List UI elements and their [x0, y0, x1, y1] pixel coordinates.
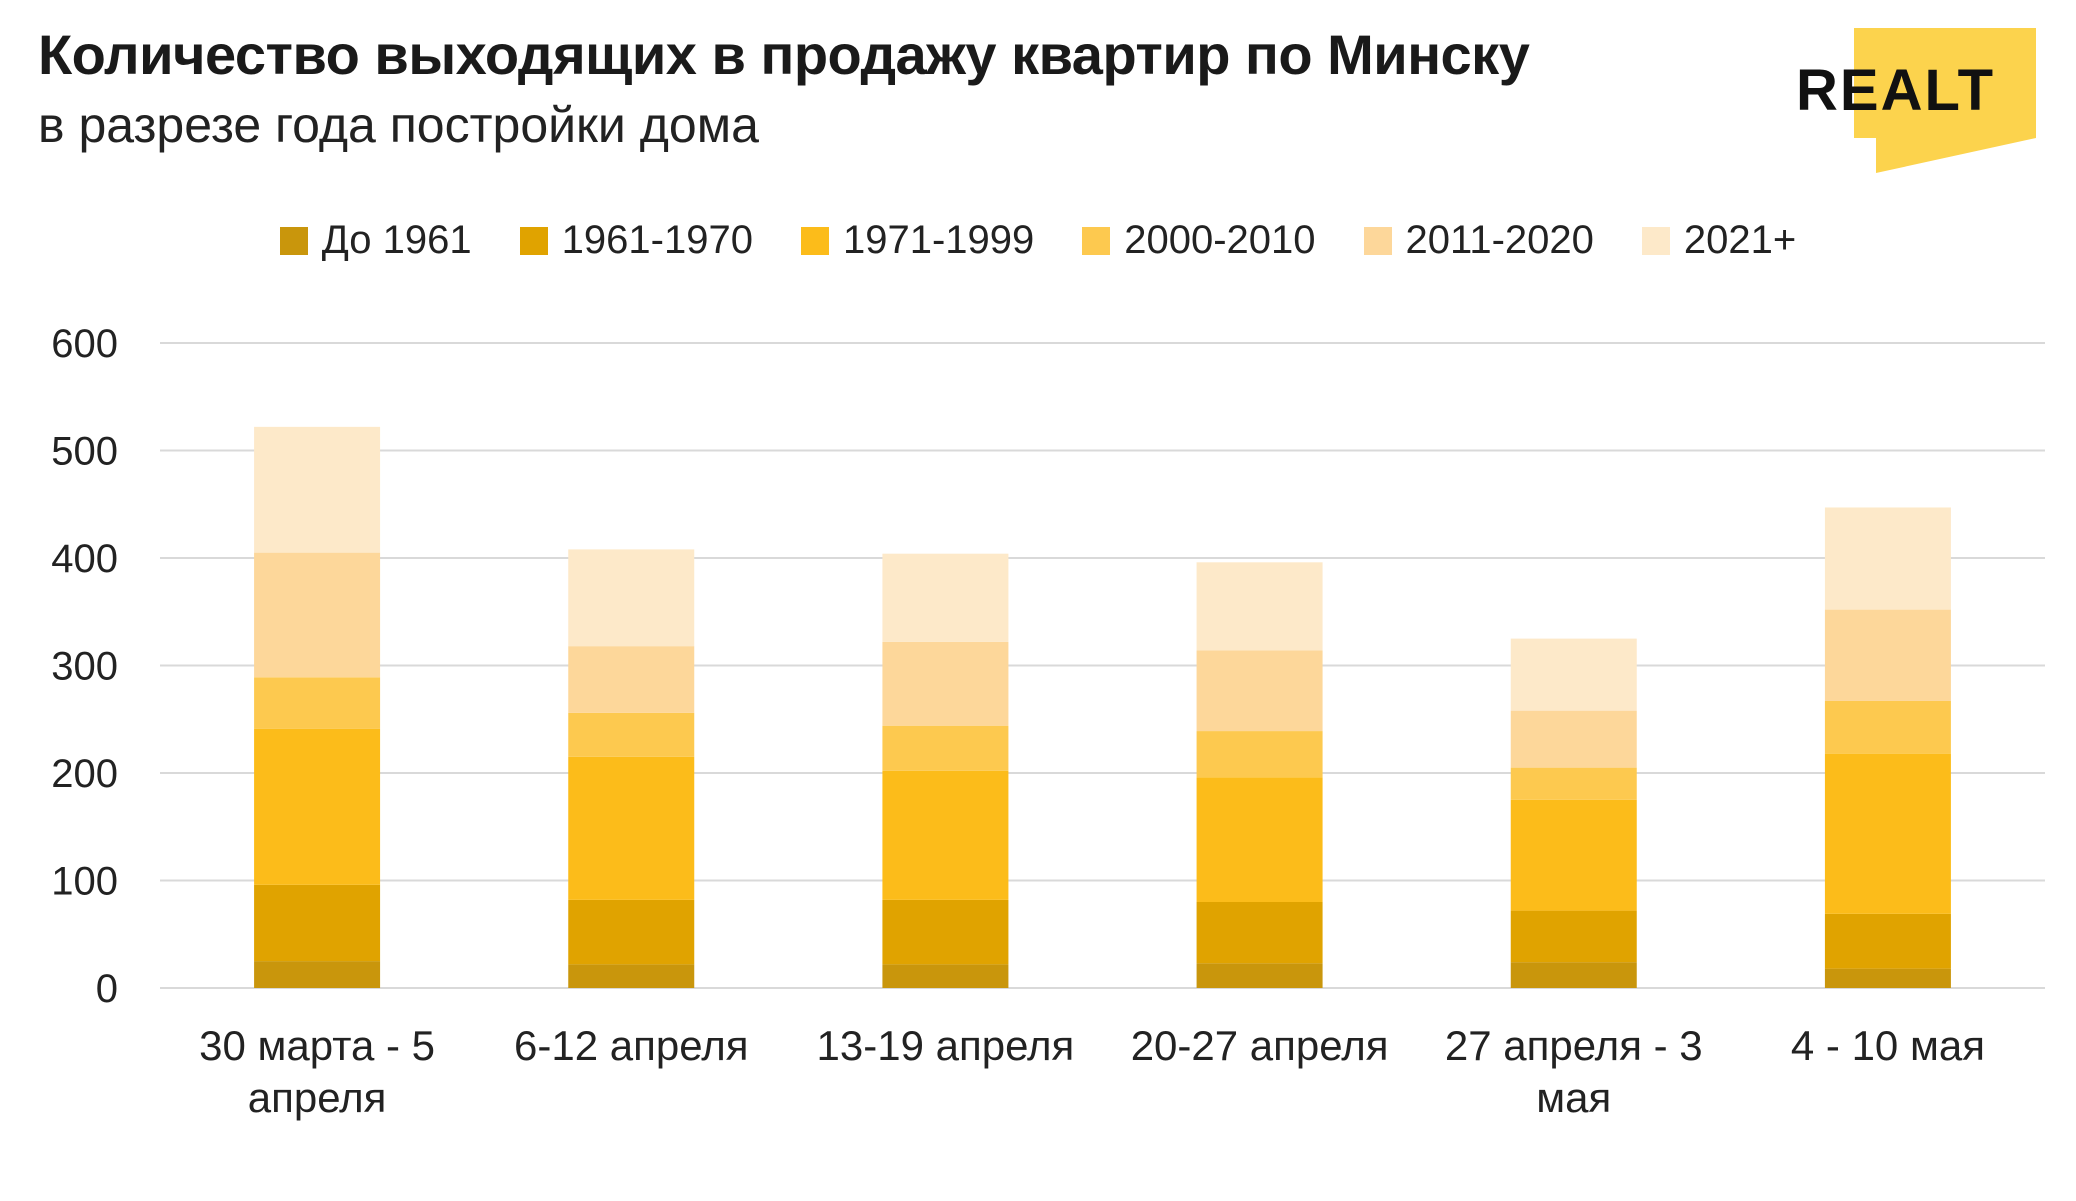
- x-tick-label: 20-27 апреля: [1131, 1022, 1389, 1069]
- y-tick-label: 100: [51, 860, 118, 904]
- bar-segment: [1824, 700, 1951, 754]
- bar-segment: [1824, 968, 1951, 988]
- bar-segment: [1510, 799, 1637, 911]
- logo-text: REALT: [1796, 58, 1995, 123]
- legend-label: До 1961: [321, 218, 472, 262]
- x-tick-label: 13-19 апреля: [817, 1022, 1075, 1069]
- bar-segment: [1510, 962, 1637, 988]
- legend-item: 2000-2010: [1082, 218, 1316, 263]
- y-tick-label: 500: [51, 430, 118, 474]
- legend-item: 1961-1970: [519, 218, 753, 263]
- bar-segment: [1196, 963, 1323, 988]
- bar-segment: [568, 756, 695, 900]
- chart-title: Количество выходящих в продажу квартир п…: [38, 23, 1530, 86]
- bar-segment: [568, 899, 695, 965]
- y-tick-label: 600: [51, 322, 118, 366]
- legend-swatch: [1082, 226, 1111, 255]
- chart-legend: До 1961 1961-1970 1971-1999 2000-2010 2011-2…: [0, 218, 2076, 263]
- x-tick-label: мая: [1536, 1074, 1611, 1121]
- bar-segment: [1196, 731, 1323, 778]
- x-tick-label: 6-12 апреля: [514, 1022, 748, 1069]
- bar-segment: [568, 712, 695, 757]
- chart-subtitle: в разрезе года постройки дома: [38, 97, 759, 153]
- bar-segment: [1196, 777, 1323, 902]
- bar-segment: [1196, 650, 1323, 732]
- bar-segment: [1196, 902, 1323, 964]
- legend-item: 1971-1999: [800, 218, 1035, 263]
- x-tick-label: 27 апреля - 3: [1445, 1022, 1703, 1069]
- bar-segment: [254, 552, 381, 678]
- legend-item: 2021+: [1641, 218, 1797, 263]
- bar-segment: [1824, 913, 1951, 969]
- bar-segment: [882, 964, 1009, 988]
- bar-segment: [568, 964, 695, 988]
- bar-segment: [254, 426, 381, 553]
- bar-segment: [882, 725, 1009, 771]
- legend-swatch: [279, 226, 308, 255]
- bar-segment: [254, 961, 381, 988]
- bar-segment: [568, 646, 695, 713]
- bar-segment: [1510, 910, 1637, 963]
- bar-segment: [254, 677, 381, 729]
- bar-segment: [882, 553, 1009, 642]
- bar-segment: [1196, 562, 1323, 651]
- y-tick-label: 0: [96, 967, 118, 1011]
- bar-segment: [882, 770, 1009, 900]
- bar-segment: [882, 641, 1009, 726]
- legend-item: 2011-2020: [1363, 218, 1594, 263]
- legend-swatch: [1641, 226, 1670, 255]
- legend-label: 2011-2020: [1405, 218, 1594, 262]
- bar-segment: [254, 728, 381, 885]
- legend-label: 1971-1999: [842, 218, 1035, 262]
- legend-label: 1961-1970: [561, 218, 753, 262]
- legend-swatch: [1363, 226, 1392, 255]
- legend-label: 2000-2010: [1124, 218, 1316, 262]
- realt-logo: REALT: [1796, 28, 2036, 173]
- y-tick-label: 200: [51, 752, 118, 796]
- legend-swatch: [519, 226, 548, 255]
- x-tick-label: 4 - 10 мая: [1791, 1022, 1985, 1069]
- bar-segment: [1824, 609, 1951, 701]
- legend-item: До 1961: [279, 218, 472, 263]
- bar-segment: [1510, 767, 1637, 800]
- y-tick-label: 400: [51, 537, 118, 581]
- x-tick-label: 30 марта - 5: [199, 1022, 435, 1069]
- bar-segment: [882, 899, 1009, 965]
- bar-segment: [254, 884, 381, 962]
- legend-swatch: [800, 226, 829, 255]
- bar-segment: [1510, 638, 1637, 711]
- logo-badge: [1854, 28, 2036, 173]
- y-tick-label: 300: [51, 645, 118, 689]
- x-tick-label: апреля: [248, 1074, 387, 1121]
- legend-label: 2021+: [1683, 218, 1797, 262]
- bar-segment: [1824, 507, 1951, 610]
- bar-segment: [568, 549, 695, 647]
- bar-segment: [1824, 753, 1951, 914]
- bar-segment: [1510, 710, 1637, 768]
